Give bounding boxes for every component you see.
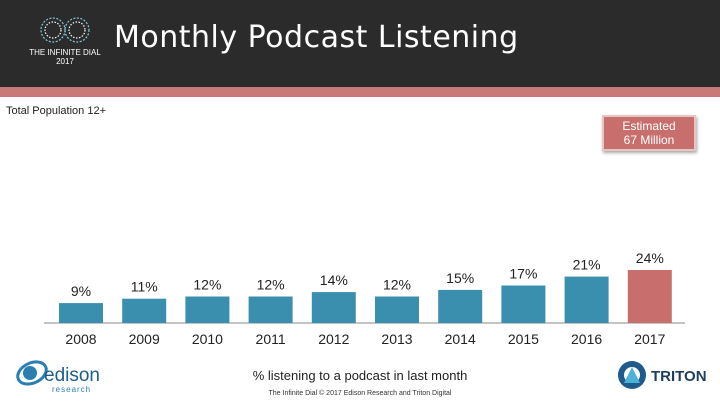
logo-line2: 2017 — [56, 57, 74, 66]
bar-chart: 9% 2008 11% 2009 12% 2010 12% 2011 14% 2012 12% 201… — [44, 250, 685, 347]
callout-line2: 67 Million — [623, 133, 675, 147]
tick-label-2010: 2010 — [192, 331, 223, 347]
infinite-dial-logo — [40, 17, 90, 43]
data-label-2010: 12% — [193, 277, 221, 293]
header-bar: THE INFINITE DIAL 2017 Monthly Podcast L… — [0, 0, 720, 87]
bar-2009 — [122, 298, 167, 323]
tick-label-2015: 2015 — [508, 331, 539, 347]
data-label-2009: 11% — [131, 279, 158, 295]
data-label-2008: 9% — [71, 283, 91, 299]
tick-label-2017: 2017 — [634, 331, 665, 347]
tick-label-2009: 2009 — [129, 331, 160, 347]
chart-caption: % listening to a podcast in last month — [252, 368, 468, 383]
logo-line1: THE INFINITE DIAL — [29, 48, 101, 57]
bar-2010 — [185, 296, 230, 323]
bar-2008 — [59, 303, 103, 323]
edison-logo-subtext: research — [52, 385, 91, 394]
triton-logo-text: TRITON — [651, 368, 707, 385]
data-label-2013: 12% — [383, 277, 411, 293]
tick-label-2011: 2011 — [256, 331, 286, 347]
tick-label-2014: 2014 — [445, 331, 476, 347]
tick-label-2008: 2008 — [65, 331, 96, 347]
data-label-2014: 15% — [446, 270, 474, 286]
triton-digital-logo: TRITON — [618, 361, 707, 389]
callout-line1: Estimated — [622, 119, 676, 133]
data-label-2012: 14% — [320, 272, 348, 288]
bar-2016 — [564, 276, 609, 323]
bar-2012 — [311, 292, 356, 323]
tick-label-2012: 2012 — [318, 331, 349, 347]
tick-label-2013: 2013 — [381, 331, 412, 347]
data-label-2015: 17% — [509, 266, 537, 282]
data-label-2017: 24% — [636, 250, 664, 266]
page-title: Monthly Podcast Listening — [114, 20, 519, 55]
header-stripe — [0, 87, 720, 97]
bar-2015 — [501, 285, 546, 323]
population-label: Total Population 12+ — [6, 105, 106, 117]
edison-logo-text: edison — [44, 365, 100, 386]
estimate-callout: Estimated 67 Million — [602, 115, 696, 151]
data-label-2011: 12% — [257, 277, 285, 293]
bar-2014 — [438, 289, 483, 323]
tick-label-2016: 2016 — [571, 331, 602, 347]
edison-research-logo: edison research — [16, 360, 100, 394]
bar-2011 — [248, 296, 293, 323]
bar-2017 — [627, 270, 672, 323]
data-label-2016: 21% — [573, 257, 601, 273]
bar-2013 — [375, 296, 419, 323]
footer-credit: The Infinite Dial © 2017 Edison Research… — [268, 390, 452, 397]
